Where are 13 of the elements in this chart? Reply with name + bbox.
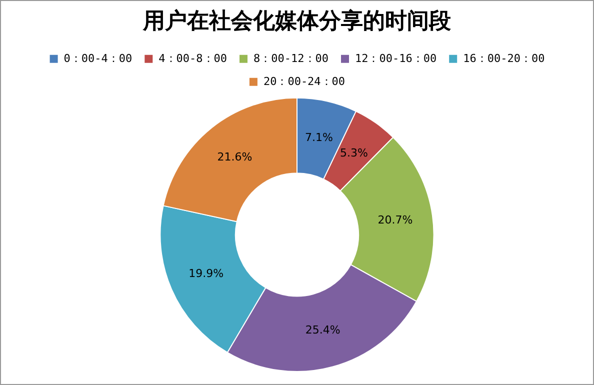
data-label: 25.4% [305, 323, 340, 336]
legend-label: 4：00-8：00 [158, 52, 228, 65]
data-label: 21.6% [217, 150, 252, 164]
data-label: 20.7% [378, 214, 413, 227]
data-label: 19.9% [188, 267, 224, 280]
legend-label: 0：00-4：00 [64, 52, 132, 65]
legend-label: 16：00-20：00 [463, 52, 545, 65]
legend-label: 8：00-12：00 [254, 52, 328, 65]
data-label: 5.3% [340, 146, 368, 160]
legend-label: 20：00-24：00 [263, 74, 346, 88]
chart-title: 用户在社会化媒体分享的时间段 [142, 8, 452, 34]
legend-label: 12：00-16：00 [354, 52, 437, 65]
data-label: 7.1% [304, 130, 333, 144]
